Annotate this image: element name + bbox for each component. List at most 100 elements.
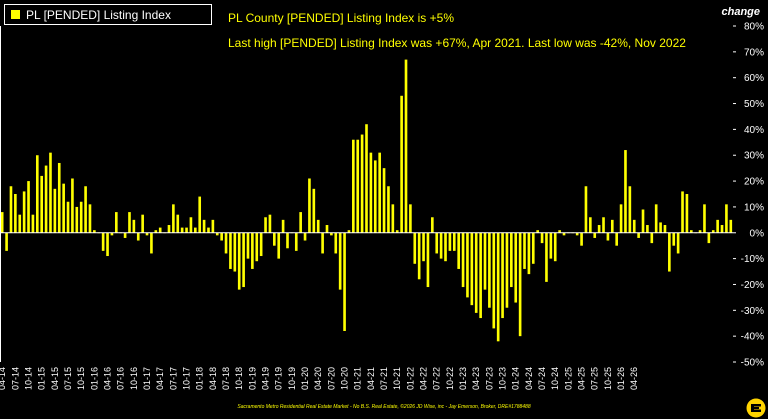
bar [172,204,175,233]
bar [689,230,693,233]
bar [53,188,57,233]
bar [720,225,724,233]
x-tick-label: 04-20 [313,367,323,390]
bar [101,232,105,251]
bar [703,204,706,233]
x-tick-label: 10-19 [287,367,297,390]
bar [321,232,324,254]
bar [49,152,52,233]
y-tick-label: 20% [744,177,764,188]
bar [562,232,566,236]
bar [281,219,285,233]
bar [615,232,618,246]
bar [422,232,425,262]
bar [553,232,557,262]
bar [716,219,719,233]
bar [382,168,386,233]
bar [154,230,158,233]
x-tick-label: 04-17 [155,367,165,390]
bar [409,204,412,233]
y-tick-label: 80% [744,22,764,33]
bar [347,230,351,233]
bar [659,222,662,233]
bar [194,227,197,233]
bar [273,232,276,246]
bar [470,232,474,306]
bar [610,219,614,233]
bar [387,186,390,233]
bar [75,206,79,233]
bar [474,232,478,313]
bar [668,232,671,272]
bar [417,232,421,280]
bar [136,232,140,241]
x-tick-label: 10-22 [445,367,455,390]
x-tick-label: 04-24 [524,367,534,390]
bar [308,178,311,233]
bar [654,204,658,233]
y-tick-label: -50% [741,358,764,369]
bar [229,232,232,269]
legend: PL [PENDED] Listing Index [4,4,212,25]
bar [40,175,44,233]
y-tick-label: 70% [744,47,764,58]
x-tick-label: 04-18 [208,367,218,390]
x-tick-label: 10-14 [24,367,34,390]
bar [35,155,39,233]
bar [242,232,245,288]
x-tick-label: 10-18 [234,367,244,390]
y-axis-unit-label: change [721,6,760,18]
bar [255,232,259,262]
y-tick-label: -20% [741,280,764,291]
bar [132,219,136,233]
bar [128,212,131,233]
bar [44,165,48,233]
bar [18,214,22,233]
x-tick-label: 04-21 [366,367,376,390]
x-tick-label: 07-18 [221,367,231,390]
x-tick-label: 07-25 [590,367,600,390]
bar [619,204,623,233]
bar [536,230,539,233]
bar [558,230,561,233]
bar [294,232,298,251]
e-badge-icon [746,398,766,418]
x-tick-label: 10-16 [129,367,139,390]
x-tick-label: 04-16 [103,367,113,390]
bar [338,232,342,290]
x-tick-label: 10-23 [498,367,508,390]
bar [123,232,127,238]
bar [373,160,377,233]
x-tick-label: 07-14 [10,367,20,390]
bar [79,201,83,233]
x-tick-label: 07-21 [379,367,389,390]
bar [685,194,689,233]
x-tick-label: 04-14 [0,367,7,390]
x-tick-label: 04-15 [50,367,60,390]
bar [431,217,434,233]
bar [593,232,597,238]
x-tick-label: 01-20 [300,367,310,390]
x-tick-label: 10-25 [603,367,613,390]
bar [711,230,715,233]
bar [277,232,281,259]
bar [698,230,702,233]
bar [400,95,403,233]
bar [22,191,26,233]
y-tick-label: -30% [741,306,764,317]
bar [215,232,219,236]
bar [237,232,241,290]
x-tick-label: 01-24 [511,367,521,390]
bar [404,59,408,233]
bar [426,232,430,288]
y-axis-ticks: -50% -40% -30% -20% -10% 0% 10% 20% 30% 40% 50% 60%… [733,22,764,369]
bar [115,212,118,233]
bar [584,186,588,233]
bar [312,188,316,233]
x-tick-label: 10-15 [76,367,86,390]
x-tick-label: 07-22 [432,367,442,390]
bar [575,232,579,236]
y-tick-label: 40% [744,125,764,136]
bar [185,227,188,233]
bar-group [0,59,733,342]
